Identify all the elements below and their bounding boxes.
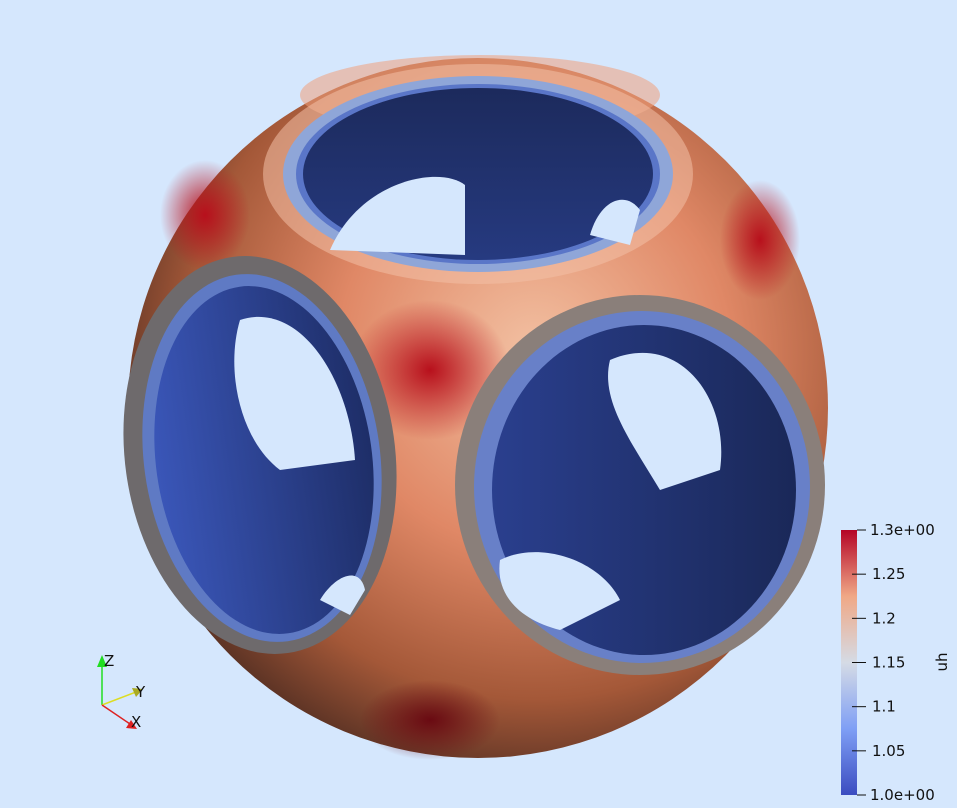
color-bar: 1.3e+00 1.0e+00 1.05 1.1 1.15 1.2 1.25 uh	[841, 521, 951, 804]
color-bar-tick-label: 1.15	[872, 654, 905, 672]
color-bar-min-label: 1.0e+00	[870, 786, 935, 804]
z-axis-label: Z	[104, 652, 114, 670]
left-hole	[123, 256, 397, 654]
color-bar-tick-label: 1.1	[872, 698, 896, 716]
color-bar-tick-label: 1.25	[872, 565, 905, 583]
color-bar-max-label: 1.3e+00	[870, 521, 935, 539]
color-bar-tick-label: 1.2	[872, 609, 896, 627]
x-axis-arrow	[126, 720, 137, 729]
x-axis-line	[101, 704, 131, 725]
top-hole	[263, 64, 693, 284]
right-hole	[455, 295, 825, 675]
color-bar-gradient	[841, 530, 857, 795]
color-bar-ticks: 1.05 1.1 1.15 1.2 1.25	[852, 565, 905, 760]
y-axis-arrow	[132, 688, 143, 697]
orientation-axes: Z Y X	[97, 652, 146, 731]
y-axis-label: Y	[135, 683, 146, 701]
color-bar-tick-label: 1.05	[872, 742, 905, 760]
z-axis-arrow	[97, 655, 107, 667]
y-axis-line	[101, 691, 137, 706]
color-bar-title: uh	[933, 652, 951, 671]
x-axis-label: X	[131, 713, 141, 731]
